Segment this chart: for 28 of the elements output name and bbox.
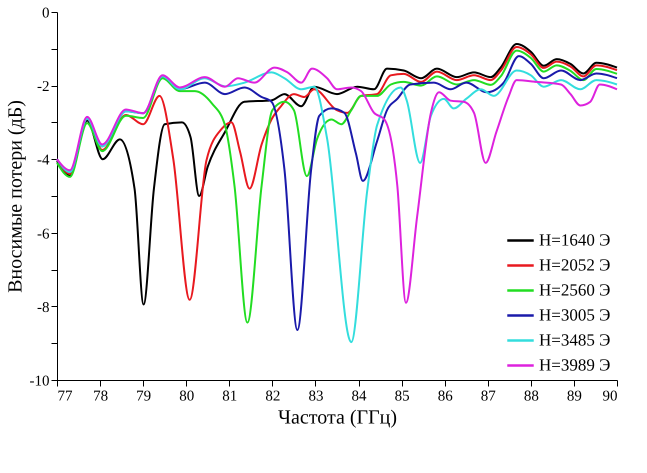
legend-label: H=3005 Э xyxy=(539,306,610,324)
x-tick-label: 82 xyxy=(265,388,280,404)
y-tick-label: -8 xyxy=(37,300,50,316)
x-tick-label: 90 xyxy=(602,388,618,404)
x-tick-label: 86 xyxy=(438,388,454,404)
y-axis-title: Вносимые потери (дБ) xyxy=(4,100,27,293)
y-tick-label: -4 xyxy=(37,152,50,169)
x-tick-label: 88 xyxy=(524,388,539,404)
x-tick-label: 85 xyxy=(394,388,410,404)
x-tick-label: 83 xyxy=(308,388,324,404)
x-tick-label: 89 xyxy=(566,388,582,404)
legend-label: H=2560 Э xyxy=(539,280,610,300)
y-tick-label: -6 xyxy=(37,226,50,242)
legend-label: H=2052 Э xyxy=(539,256,610,274)
x-tick-label: 81 xyxy=(222,388,238,404)
legend-label: H=3989 Э xyxy=(539,356,610,374)
legend-label: H=3485 Э xyxy=(539,330,610,350)
x-tick-label: 87 xyxy=(480,388,496,404)
x-tick-label: 79 xyxy=(136,388,152,404)
y-tick-label: 0 xyxy=(42,6,50,22)
y-tick-label: -10 xyxy=(30,374,50,390)
x-tick-label: 77 xyxy=(58,388,73,404)
x-axis-title: Частота (ГГц) xyxy=(278,406,397,428)
x-tick-label: 80 xyxy=(179,388,194,404)
x-tick-label: 78 xyxy=(93,388,108,404)
y-tick-label: -2 xyxy=(37,79,50,96)
x-tick-label: 84 xyxy=(352,388,368,404)
legend-label: H=1640 Э xyxy=(539,230,610,250)
